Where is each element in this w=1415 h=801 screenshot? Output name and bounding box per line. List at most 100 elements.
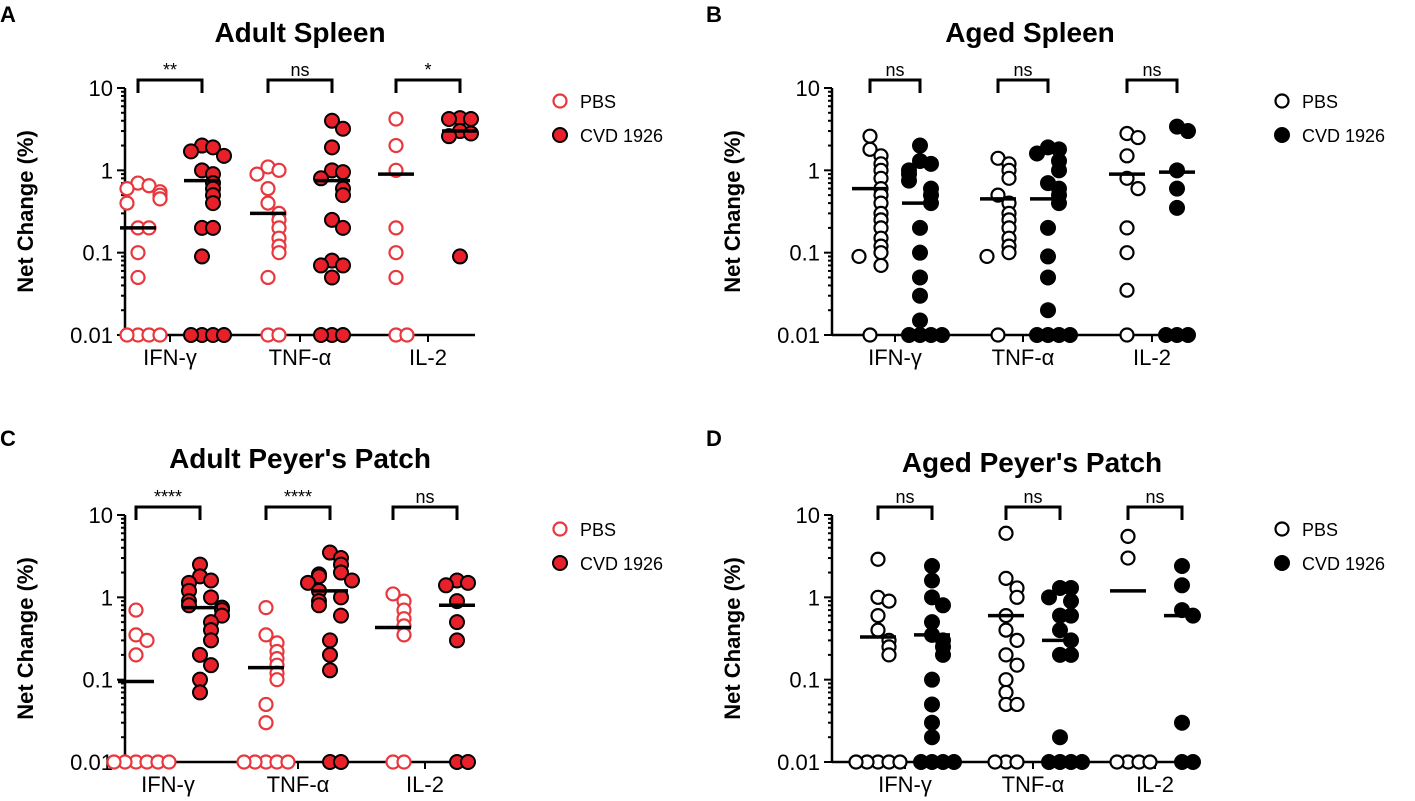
data-point-cvd1926	[449, 614, 465, 631]
data-point-pbs	[1009, 696, 1025, 713]
data-point-pbs	[1009, 632, 1025, 648]
data-point-cvd1926	[449, 632, 465, 649]
data-point-pbs	[1009, 657, 1025, 673]
data-point-pbs	[128, 647, 144, 663]
data-point-pbs	[1001, 245, 1017, 261]
data-point-pbs	[1119, 220, 1135, 236]
data-point-cvd1926	[1174, 714, 1190, 731]
data-point-cvd1926	[335, 327, 351, 343]
legend-label: PBS	[1302, 520, 1338, 540]
data-point-cvd1926	[181, 597, 197, 614]
legend-marker	[1274, 127, 1290, 143]
data-point-pbs	[119, 180, 135, 197]
data-point-cvd1926	[901, 327, 917, 343]
significance-label: ns	[1013, 60, 1032, 80]
data-point-cvd1926	[1040, 219, 1056, 236]
data-point-cvd1926	[1041, 589, 1057, 606]
data-point-pbs	[1001, 170, 1017, 186]
data-point-cvd1926	[1029, 327, 1045, 343]
significance-bracket	[1004, 505, 1062, 520]
data-point-cvd1926	[1180, 123, 1196, 140]
x-tick-label: TNF-α	[269, 345, 332, 370]
data-point-pbs	[998, 622, 1014, 638]
data-point-cvd1926	[935, 646, 951, 663]
data-point-cvd1926	[313, 327, 329, 343]
data-point-pbs	[388, 245, 404, 261]
data-point-pbs	[998, 647, 1014, 663]
data-point-pbs	[236, 754, 252, 770]
data-point-pbs	[990, 327, 1006, 343]
chart-title: Adult Peyer's Patch	[169, 443, 431, 474]
data-point-cvd1926	[203, 657, 219, 674]
data-point-cvd1926	[333, 754, 349, 770]
data-point-cvd1926	[216, 147, 232, 164]
data-point-cvd1926	[333, 564, 349, 581]
data-point-pbs	[862, 327, 878, 343]
data-point-pbs	[258, 600, 274, 616]
x-tick-label: IL-2	[1133, 345, 1171, 370]
data-point-cvd1926	[1063, 646, 1079, 663]
data-point-cvd1926	[324, 211, 340, 228]
data-point-pbs	[1119, 327, 1135, 343]
data-point-cvd1926	[1185, 754, 1201, 770]
data-point-cvd1926	[203, 632, 219, 649]
legend-label: CVD 1926	[1302, 126, 1385, 146]
x-tick-label: IFN-γ	[878, 772, 932, 797]
y-tick-label: 0.01	[777, 750, 820, 775]
data-point-pbs	[271, 245, 287, 261]
panel-letter: A	[0, 2, 16, 27]
data-point-cvd1926	[1051, 162, 1067, 179]
significance-bracket	[264, 505, 332, 520]
chart-title: Aged Peyer's Patch	[902, 447, 1162, 478]
data-point-cvd1926	[344, 572, 360, 589]
legend-marker	[552, 93, 568, 109]
data-point-cvd1926	[183, 327, 199, 343]
significance-label: ns	[885, 60, 904, 80]
data-point-cvd1926	[335, 164, 351, 181]
y-tick-label: 0.01	[70, 750, 113, 775]
data-point-cvd1926	[438, 577, 454, 594]
significance-bracket	[996, 78, 1050, 93]
data-point-cvd1926	[192, 646, 208, 663]
data-point-cvd1926	[203, 572, 219, 589]
data-point-pbs	[1130, 180, 1146, 197]
data-point-pbs	[269, 672, 285, 688]
significance-label: *	[424, 60, 431, 80]
x-tick-label: TNF-α	[992, 345, 1055, 370]
data-point-pbs	[881, 593, 897, 609]
panel-aged-spleen: B Aged Spleen Net Change (%) 10 1 0.1 0.01 IF…	[706, 2, 1385, 370]
data-point-pbs	[152, 191, 168, 207]
y-tick-label: 1	[808, 585, 820, 610]
y-tick-label: 0.1	[789, 668, 820, 693]
legend-marker	[1274, 521, 1290, 537]
data-point-cvd1926	[322, 646, 338, 663]
legend-label: CVD 1926	[580, 554, 663, 574]
data-point-cvd1926	[1040, 248, 1056, 265]
data-point-cvd1926	[1062, 327, 1078, 343]
data-point-pbs	[1120, 550, 1136, 566]
data-point-pbs	[998, 525, 1014, 541]
data-point-cvd1926	[912, 219, 928, 236]
data-point-pbs	[396, 754, 412, 770]
data-point-cvd1926	[1029, 145, 1045, 162]
data-point-cvd1926	[1041, 754, 1057, 770]
data-point-cvd1926	[216, 327, 232, 343]
data-point-pbs	[862, 128, 878, 144]
panel-adult-spleen: A Adult Spleen Net Change (%) 10 1 0.1 0.01 I…	[0, 2, 663, 370]
data-point-cvd1926	[1074, 754, 1090, 770]
data-point-pbs	[998, 672, 1014, 688]
legend-label: CVD 1926	[580, 126, 663, 146]
y-tick-label: 10	[89, 503, 113, 528]
data-point-pbs	[1109, 754, 1125, 770]
data-point-cvd1926	[205, 219, 221, 236]
y-tick-label: 0.01	[777, 323, 820, 348]
significance-label: ****	[154, 487, 182, 507]
y-tick-label: 10	[89, 76, 113, 101]
significance-bracket	[868, 78, 922, 93]
data-point-cvd1926	[912, 244, 928, 261]
data-point-pbs	[873, 245, 889, 261]
data-point-cvd1926	[924, 558, 940, 575]
data-point-cvd1926	[324, 269, 340, 286]
data-point-pbs	[161, 754, 177, 770]
